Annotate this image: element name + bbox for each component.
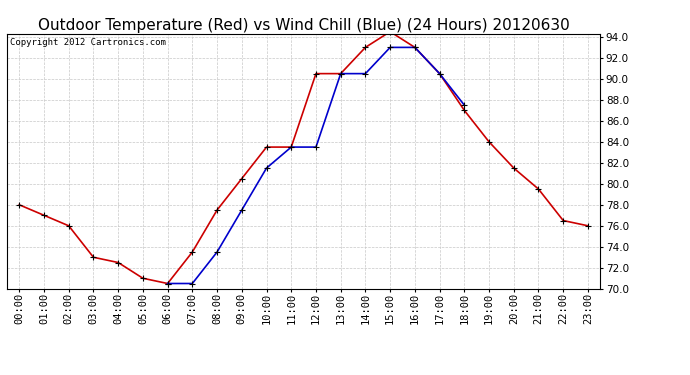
Title: Outdoor Temperature (Red) vs Wind Chill (Blue) (24 Hours) 20120630: Outdoor Temperature (Red) vs Wind Chill … <box>38 18 569 33</box>
Text: Copyright 2012 Cartronics.com: Copyright 2012 Cartronics.com <box>10 38 166 46</box>
